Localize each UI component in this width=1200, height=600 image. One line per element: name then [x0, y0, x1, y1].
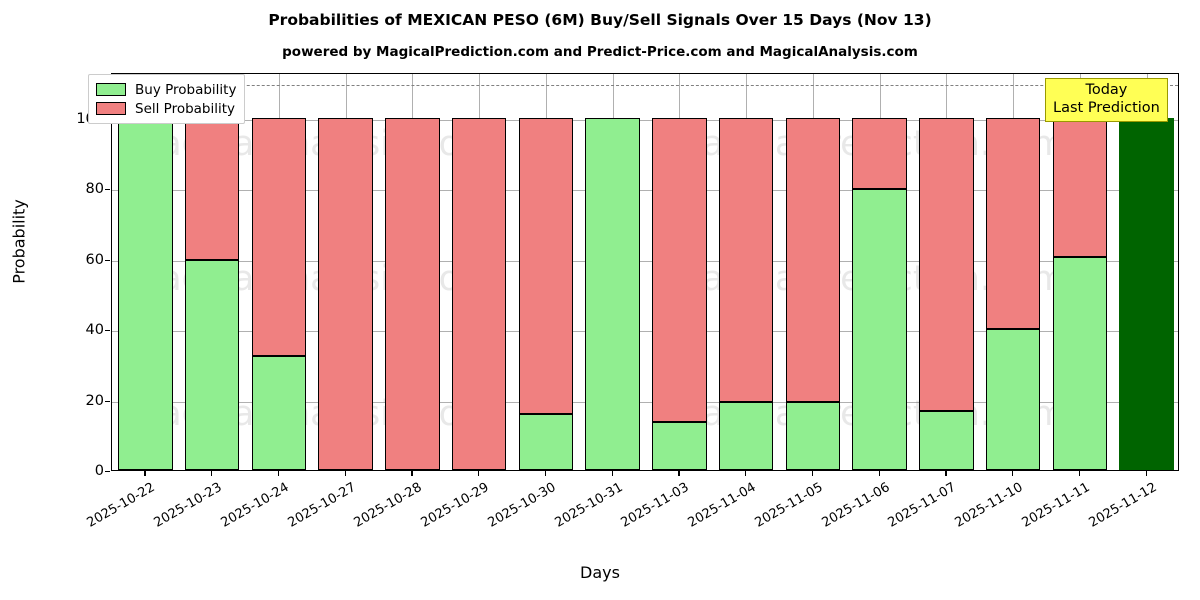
bar-segment-sell[interactable]	[251, 117, 307, 356]
bar-segment-buy[interactable]	[1052, 257, 1108, 470]
x-axis-tick-mark	[411, 471, 413, 476]
y-axis-tick-labels: 020406080100	[38, 73, 104, 479]
gridline-horizontal	[112, 190, 1178, 192]
page-title: Probabilities of MEXICAN PESO (6M) Buy/S…	[268, 11, 932, 29]
legend-swatch-sell	[96, 102, 126, 115]
bar-segment-buy[interactable]	[518, 413, 574, 470]
bar-segment-buy[interactable]	[919, 410, 974, 470]
y-axis-tick-label: 40	[85, 322, 104, 339]
bar-segment-sell[interactable]	[184, 117, 240, 261]
bar-group[interactable]	[451, 74, 507, 470]
bar-segment-sell[interactable]	[385, 117, 440, 470]
x-axis-tick-mark	[211, 471, 213, 476]
bar-group[interactable]	[518, 74, 574, 470]
bars-layer	[112, 74, 1178, 470]
y-axis-tick-mark	[105, 189, 110, 191]
today-annotation: Today Last Prediction	[1045, 78, 1168, 122]
chart-legend: Buy Probability Sell Probability	[88, 74, 246, 124]
bar-segment-buy[interactable]	[852, 189, 907, 470]
x-axis-tick-labels: 2025-10-22 2025-10-23 2025-10-24 2025-10-27…	[0, 471, 1200, 561]
legend-swatch-buy	[96, 83, 126, 96]
bar-group[interactable]	[852, 74, 907, 470]
bar-segment-buy[interactable]	[251, 355, 307, 470]
bar-segment-buy[interactable]	[985, 329, 1041, 470]
chart-subtitle: powered by MagicalPrediction.com and Pre…	[282, 44, 918, 60]
bar-segment-sell[interactable]	[451, 117, 507, 470]
x-axis-tick-mark	[945, 471, 947, 476]
y-axis-tick-mark	[105, 330, 110, 332]
y-axis-label: Probability	[9, 199, 29, 284]
bar-segment-sell[interactable]	[652, 117, 707, 423]
bar-group[interactable]	[785, 74, 841, 470]
bar-segment-sell[interactable]	[852, 117, 907, 190]
legend-item-buy: Buy Probability	[96, 80, 236, 99]
bar-group[interactable]	[652, 74, 707, 470]
bar-group[interactable]	[718, 74, 774, 470]
today-annotation-line2: Last Prediction	[1053, 100, 1160, 116]
bar-segment-buy[interactable]	[585, 117, 640, 470]
x-axis-tick-mark	[878, 471, 880, 476]
bar-segment-buy[interactable]	[718, 401, 774, 470]
x-axis-label: Days	[580, 563, 620, 582]
x-axis-tick-mark	[344, 471, 346, 476]
x-axis-tick-mark	[1145, 471, 1147, 476]
y-axis-tick-mark	[105, 259, 110, 261]
bar-segment-sell[interactable]	[518, 117, 574, 414]
bar-segment-buy[interactable]	[785, 401, 841, 470]
x-axis-tick-mark	[478, 471, 480, 476]
gridline-horizontal	[112, 260, 1178, 262]
y-axis-tick-mark	[105, 400, 110, 402]
legend-label-sell: Sell Probability	[135, 100, 236, 117]
bar-group[interactable]	[585, 74, 640, 470]
legend-item-sell: Sell Probability	[96, 99, 236, 118]
y-axis-tick-label: 60	[85, 251, 104, 268]
bar-group[interactable]	[919, 74, 974, 470]
bar-segment-sell[interactable]	[318, 117, 373, 470]
bar-segment-buy[interactable]	[118, 117, 173, 470]
bar-group[interactable]	[385, 74, 440, 470]
x-axis-tick-mark	[678, 471, 680, 476]
x-axis-tick-mark	[277, 471, 280, 476]
gridline-horizontal	[112, 331, 1178, 333]
bar-group[interactable]	[1052, 74, 1108, 470]
today-annotation-line1: Today	[1085, 82, 1128, 98]
threshold-line	[112, 84, 1178, 86]
bar-segment-sell[interactable]	[1052, 117, 1108, 258]
gridline-horizontal	[112, 401, 1178, 403]
bar-segment-sell[interactable]	[985, 117, 1041, 330]
bar-segment-sell[interactable]	[785, 117, 841, 402]
bar-group[interactable]	[184, 74, 240, 470]
bar-segment-sell[interactable]	[718, 117, 774, 402]
bar-group[interactable]	[1119, 74, 1174, 470]
bar-segment-buy[interactable]	[184, 260, 240, 470]
y-axis-tick-label: 80	[85, 181, 104, 198]
x-axis-tick-mark	[611, 471, 613, 476]
bar-segment-buy[interactable]	[652, 422, 707, 470]
bar-group[interactable]	[118, 74, 173, 470]
bar-group[interactable]	[251, 74, 307, 470]
gridline-horizontal	[112, 119, 1178, 121]
legend-label-buy: Buy Probability	[135, 81, 237, 98]
x-axis-tick-mark	[811, 471, 814, 476]
x-axis-tick-mark	[544, 471, 547, 476]
y-axis-tick-label: 20	[85, 392, 104, 409]
x-axis-tick-mark	[1078, 471, 1081, 476]
x-axis-tick-mark	[144, 471, 146, 476]
x-axis-tick-mark	[745, 471, 747, 476]
y-axis-tick-mark	[105, 471, 110, 473]
bar-segment-today[interactable]	[1119, 117, 1174, 470]
y-axis-tick-label: 0	[94, 463, 104, 479]
bar-group[interactable]	[985, 74, 1041, 470]
plot-area: MagicalAnalysis.comMagicalPrediction.com…	[111, 73, 1179, 471]
bar-segment-sell[interactable]	[919, 117, 974, 411]
bar-group[interactable]	[318, 74, 373, 470]
x-axis-tick-mark	[1012, 471, 1014, 476]
